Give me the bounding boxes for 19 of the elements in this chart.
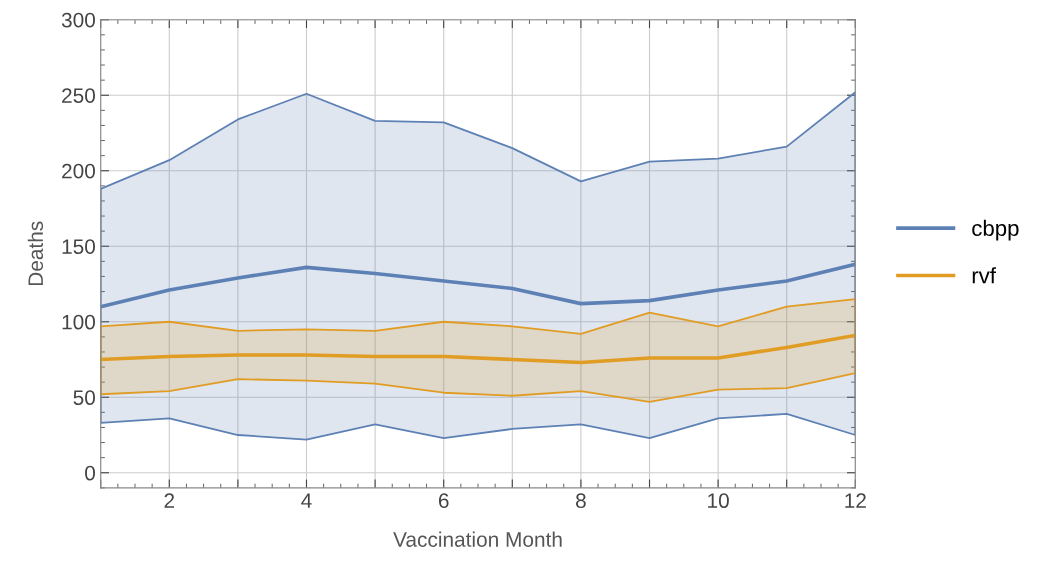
y-tick-label: 150 xyxy=(62,239,96,254)
x-tick-label: 12 xyxy=(845,493,866,508)
y-tick-label: 50 xyxy=(73,390,96,406)
legend-label: cbpp xyxy=(972,219,1019,241)
y-tick-label: 0 xyxy=(85,465,96,481)
x-tick-label: 8 xyxy=(576,493,586,509)
line-series xyxy=(100,333,856,365)
legend-label: rvf xyxy=(972,267,996,284)
x-tick-label: 6 xyxy=(438,493,449,509)
x-tick-label: 4 xyxy=(301,493,312,508)
y-tick-label: 100 xyxy=(62,314,96,330)
y-tick-label: 300 xyxy=(61,12,96,28)
y-axis-title: Deaths xyxy=(27,221,44,286)
x-axis-title: Vaccination Month xyxy=(393,531,562,547)
x-tick-label: 2 xyxy=(164,493,175,508)
x-tick-label: 10 xyxy=(708,493,729,509)
y-tick-label: 200 xyxy=(62,163,96,179)
line-series xyxy=(100,262,856,309)
y-tick-label: 250 xyxy=(62,88,96,103)
